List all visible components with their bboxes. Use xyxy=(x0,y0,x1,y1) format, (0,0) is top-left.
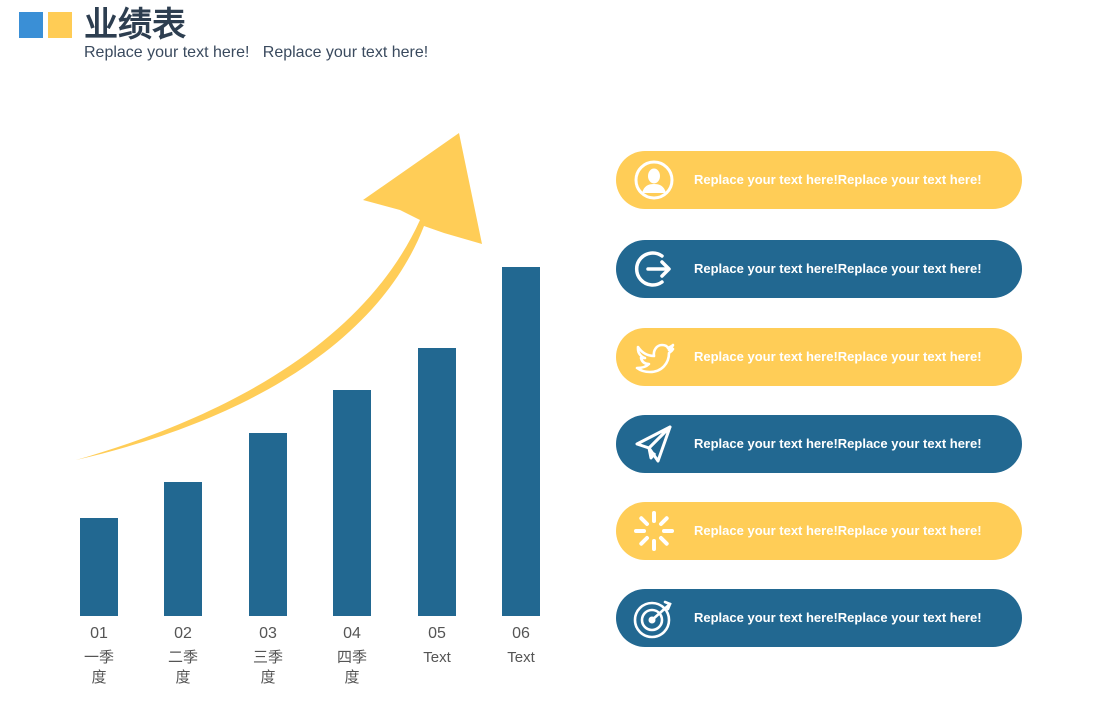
list-item-6: Replace your text here!Replace your text… xyxy=(616,589,1022,647)
tick-number: 06 xyxy=(512,625,530,642)
tick-number: 02 xyxy=(174,625,192,642)
tick-category: 四季度 xyxy=(336,649,367,686)
bar-01 xyxy=(80,518,118,616)
tick-category: 一季度 xyxy=(83,649,114,686)
list-item-5: Replace your text here!Replace your text… xyxy=(616,502,1022,560)
bar-02 xyxy=(164,482,202,616)
tick-category: Text xyxy=(507,649,535,666)
blue-square-icon xyxy=(19,12,43,38)
bar-04 xyxy=(333,390,371,616)
bar-03 xyxy=(249,433,287,616)
list-item-text: Replace your text here!Replace your text… xyxy=(694,523,982,538)
growth-arrow xyxy=(76,133,482,460)
list-item-2: Replace your text here!Replace your text… xyxy=(616,240,1022,298)
x-tick-label: 02 二季度 xyxy=(153,624,213,688)
list-item-3: Replace your text here!Replace your text… xyxy=(616,328,1022,386)
user-icon xyxy=(634,160,674,200)
page-subtitle: Replace your text here! Replace your tex… xyxy=(84,44,429,61)
x-tick-label: 03 三季度 xyxy=(238,624,298,688)
loading-spinner-icon xyxy=(634,511,674,551)
list-item-text: Replace your text here!Replace your text… xyxy=(694,261,982,276)
target-icon xyxy=(633,600,672,639)
tick-category: 三季度 xyxy=(252,649,283,686)
list-item-text: Replace your text here!Replace your text… xyxy=(694,349,982,364)
list-item-4: Replace your text here!Replace your text… xyxy=(616,415,1022,473)
paper-plane-icon xyxy=(635,425,672,463)
bar-05 xyxy=(418,348,456,616)
tick-category: 二季度 xyxy=(167,649,198,686)
list-item-text: Replace your text here!Replace your text… xyxy=(694,436,982,451)
yellow-square-icon xyxy=(48,12,72,38)
bar-06 xyxy=(502,267,540,616)
twitter-bird-icon xyxy=(635,343,675,374)
tick-category: Text xyxy=(423,649,451,666)
x-tick-label: 04 四季度 xyxy=(322,624,382,688)
tick-number: 03 xyxy=(259,625,277,642)
tick-number: 01 xyxy=(90,625,108,642)
tick-number: 05 xyxy=(428,625,446,642)
x-tick-label: 05 Text xyxy=(407,624,467,668)
tick-number: 04 xyxy=(343,625,361,642)
list-item-1: Replace your text here!Replace your text… xyxy=(616,151,1022,209)
x-tick-label: 01 一季度 xyxy=(69,624,129,688)
logout-icon xyxy=(634,251,671,287)
bar-chart xyxy=(76,133,540,616)
list-item-text: Replace your text here!Replace your text… xyxy=(694,172,982,187)
x-tick-label: 06 Text xyxy=(491,624,551,668)
page-title: 业绩表 xyxy=(84,5,186,45)
list-item-text: Replace your text here!Replace your text… xyxy=(694,610,982,625)
